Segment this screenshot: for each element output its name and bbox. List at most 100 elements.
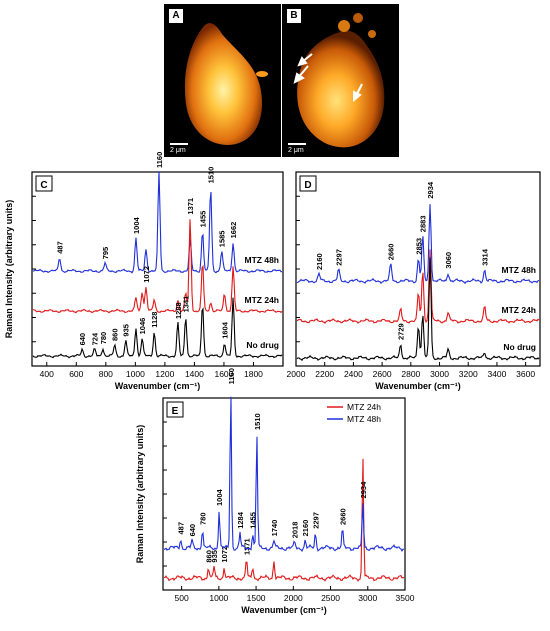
peak-label: 1510 (207, 167, 216, 184)
panel-label-box-c (35, 175, 53, 192)
chart-panel-c: C 400 600 800 1000 1200 1400 1600 1800 Wavenumber… (4, 152, 284, 391)
peak-label: 1160 (227, 368, 236, 384)
micrograph-b: B 2 μm (282, 4, 399, 157)
peak-label: 724 (91, 332, 100, 345)
x-tick-label: 2500 (321, 593, 340, 603)
cell-image-a (184, 23, 268, 145)
chart-panel-e: E 500 1000 1500 2000 2500 3000 3500 Wavenumber (… (135, 368, 415, 615)
series-label: MTZ 24h (502, 305, 536, 315)
series-label: MTZ 48h (245, 255, 279, 265)
x-tick-label: 800 (99, 369, 113, 379)
peak-label: 860 (204, 550, 213, 563)
x-tick-label: 2200 (315, 369, 334, 379)
x-tick-label: 400 (40, 369, 54, 379)
peak-label: 487 (56, 241, 65, 254)
peak-label: 1341 (182, 296, 191, 313)
peak-label: 1604 (221, 321, 230, 339)
legend-label: MTZ 48h (347, 414, 381, 424)
x-tick-label: 3500 (396, 593, 415, 603)
series-label: MTZ 24h (245, 295, 279, 305)
x-axis-label: Wavenumber (cm⁻¹) (241, 605, 326, 615)
peak-label: 2729 (397, 323, 406, 340)
x-tick-label: 1800 (244, 369, 263, 379)
x-tick-label: 1400 (185, 369, 204, 379)
peak-label: 935 (122, 324, 131, 337)
panel-label-box-d (299, 175, 317, 192)
x-axis-label: Wavenumber (cm⁻¹) (115, 381, 200, 391)
peak-label: 3314 (481, 248, 490, 266)
x-tick-label: 2800 (401, 369, 420, 379)
peak-label: 1510 (253, 413, 262, 430)
spectrum-mtz-24h-c (32, 219, 283, 314)
plot-frame-e (162, 397, 406, 591)
series-label: No drug (246, 340, 279, 350)
peak-label: 3060 (444, 252, 453, 269)
peak-label: 1072 (220, 546, 229, 563)
peak-label: 2934 (426, 181, 435, 199)
scale-text-b: 2 μm (288, 147, 304, 154)
spectrum-mtz-48h-d (296, 204, 540, 285)
y-axis-label: Raman Intensity (arbitrary units) (4, 200, 14, 339)
peak-label: 2160 (315, 253, 324, 270)
peak-label: 1662 (229, 222, 238, 239)
peak-label: 780 (99, 332, 108, 345)
peak-label: 2660 (387, 244, 396, 261)
x-tick-label: 3200 (459, 369, 478, 379)
x-tick-label: 3000 (430, 369, 449, 379)
series-label: MTZ 48h (502, 265, 536, 275)
peak-label: 2297 (335, 249, 344, 266)
panel-label-a: A (169, 9, 183, 23)
spectrum-mtz-24h-d (296, 249, 540, 324)
legend-label: MTZ 24h (347, 402, 381, 412)
peak-label: 487 (177, 522, 186, 535)
cell-image-b (293, 13, 385, 148)
x-tick-label: 2000 (287, 369, 306, 379)
spectrum-no-drug-c (32, 297, 283, 359)
peak-label: 640 (188, 524, 197, 537)
peak-label: 2018 (291, 522, 300, 539)
x-tick-label: 3000 (358, 593, 377, 603)
peak-label: 2934 (359, 481, 368, 499)
x-tick-label: 600 (69, 369, 83, 379)
panel-label-e: E (172, 406, 179, 417)
plot-frame-c (31, 171, 284, 367)
chart-panel-d: D 2000 2200 2400 2600 2800 3000 3200 3400 3600 Wav… (287, 171, 541, 391)
x-tick-label: 1500 (247, 593, 266, 603)
peak-label: 2853 (414, 238, 423, 255)
scale-bar-b (288, 143, 306, 145)
spectrum-mtz-24h-e (164, 458, 405, 582)
panel-label-box-e (166, 401, 184, 418)
peak-label: 1128 (150, 312, 159, 328)
peak-label: 1455 (199, 211, 208, 228)
micrograph-a: A 2 μm (164, 4, 281, 157)
x-tick-label: 500 (175, 593, 189, 603)
peak-label: 2160 (301, 520, 310, 537)
peak-label: 1160 (155, 152, 164, 168)
peak-label: 795 (101, 247, 110, 260)
peak-label: 640 (78, 333, 87, 346)
peak-label: 2297 (311, 512, 320, 529)
peak-label: 1585 (218, 231, 227, 248)
peak-label: 1004 (215, 488, 224, 506)
peak-label: 1740 (270, 520, 279, 537)
peak-label: 2883 (419, 216, 428, 233)
series-label: No drug (503, 342, 536, 352)
x-tick-label: 2000 (284, 593, 303, 603)
spectrum-no-drug-d (296, 257, 540, 362)
peak-label: 780 (198, 512, 207, 525)
x-tick-label: 3400 (487, 369, 506, 379)
x-axis-label: Wavenumber (cm⁻¹) (375, 381, 460, 391)
peak-label: 935 (210, 550, 219, 563)
x-tick-label: 2400 (344, 369, 363, 379)
peak-label: 1004 (132, 216, 141, 234)
x-tick-label: 3600 (516, 369, 535, 379)
peak-label: 1288 (174, 302, 183, 319)
spectrum-mtz-48h-e (163, 396, 404, 553)
spectrum-mtz-48h-c (32, 171, 282, 274)
peak-label: 1046 (138, 318, 147, 335)
scale-text-a: 2 μm (170, 147, 186, 154)
peak-label: 1455 (249, 512, 258, 529)
peak-label: 1284 (236, 511, 245, 529)
panel-label-d: D (304, 180, 311, 191)
